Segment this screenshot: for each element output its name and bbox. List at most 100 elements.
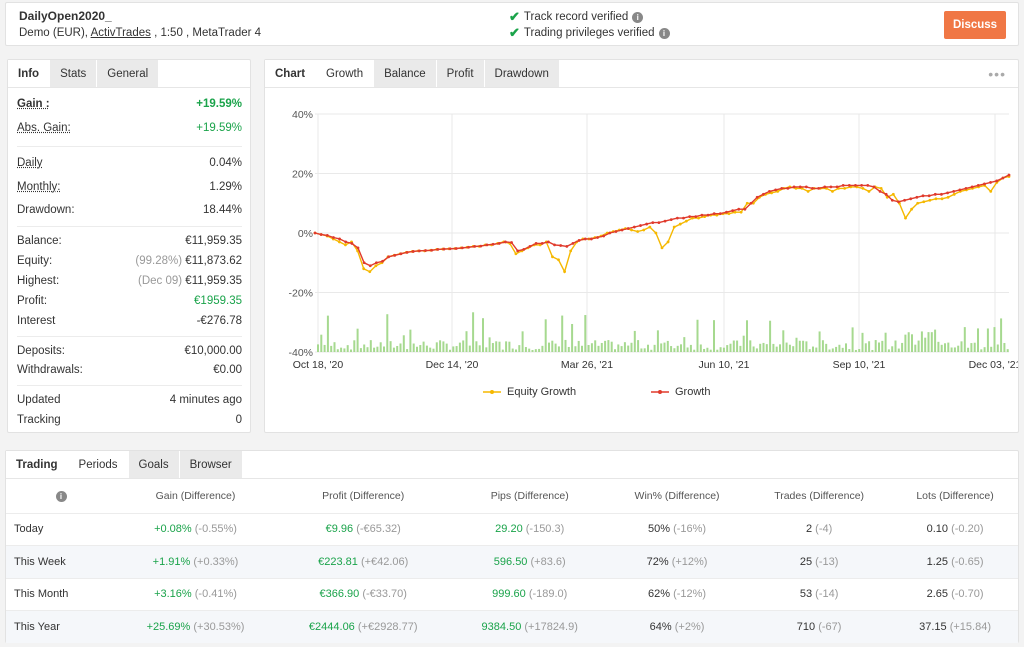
data-point (697, 216, 700, 220)
data-point (620, 228, 624, 232)
pips-diff: (-189.0) (528, 588, 568, 601)
pips-diff: (+17824.9) (524, 621, 578, 633)
volume-bar (831, 348, 834, 352)
volume-bar (402, 335, 405, 352)
broker-link[interactable]: ActivTrades (90, 27, 151, 39)
lots-diff: (-0.65) (951, 555, 984, 568)
volume-bar (1003, 342, 1006, 352)
volume-bar (369, 340, 372, 352)
volume-bar (643, 348, 646, 352)
stat-label[interactable]: Abs. Gain: (17, 122, 71, 134)
volume-bar (732, 340, 735, 352)
data-point (890, 198, 894, 202)
y-tick-label: 20% (292, 169, 313, 181)
discuss-button[interactable]: Discuss (944, 11, 1006, 39)
period-label: This Month (14, 588, 69, 601)
info-icon[interactable]: i (55, 491, 67, 503)
info-icon[interactable]: i (658, 27, 670, 39)
volume-bar (828, 349, 831, 352)
volume-bar (993, 327, 996, 352)
tab-balance[interactable]: Balance (374, 60, 437, 87)
data-point (946, 191, 949, 195)
volume-bar (785, 342, 788, 352)
data-point (904, 216, 907, 220)
table-row: Today +0.08% (-0.55%) €9.96 (-€65.32) 29.20… (6, 512, 1018, 546)
data-point (761, 192, 765, 196)
data-point (534, 242, 538, 245)
volume-bar (472, 312, 475, 352)
data-point (393, 253, 397, 257)
volume-bar (1000, 318, 1003, 352)
tab-growth[interactable]: Growth (316, 60, 375, 87)
more-options-icon[interactable]: ••• (988, 66, 1006, 82)
data-point (739, 210, 743, 214)
tab-trading[interactable]: Trading (6, 451, 69, 478)
pips-value: 9384.50 (481, 621, 522, 633)
profit-value: €2444.06 (308, 621, 355, 633)
data-point (774, 188, 778, 192)
tab-general[interactable]: General (97, 60, 160, 87)
stat-label: Deposits: (17, 345, 65, 357)
stat-drawdown: Drawdown: 18.44% (17, 204, 242, 216)
volume-bar (495, 341, 498, 352)
volume-bar (769, 320, 772, 352)
data-point (639, 224, 642, 227)
stat-balance: Balance: €11,959.35 (17, 235, 242, 247)
account-type: Demo (EUR), (19, 27, 91, 39)
pips-value: 999.60 (492, 588, 526, 601)
stat-value: -€276.78 (196, 315, 242, 327)
gain-diff: (+0.33%) (193, 555, 239, 568)
data-point (337, 240, 341, 244)
profit-value: €366.90 (319, 588, 360, 601)
tab-info[interactable]: Info (8, 60, 51, 87)
data-point (559, 244, 563, 247)
tab-chart[interactable]: Chart (265, 60, 317, 87)
volume-bar (897, 348, 900, 352)
stat-value: €11,959.35 (185, 275, 242, 287)
data-point (672, 225, 676, 229)
y-tick-label: 0% (298, 228, 313, 240)
profit-cell: €2444.06 (+€2928.77) (275, 610, 452, 643)
info-icon[interactable]: i (632, 11, 644, 23)
volume-bar (452, 346, 455, 352)
volume-bar (475, 341, 478, 352)
tab-profit[interactable]: Profit (436, 60, 485, 87)
volume-bar (584, 315, 587, 352)
tab-periods[interactable]: Periods (68, 451, 129, 478)
data-point (454, 247, 458, 250)
tab-browser[interactable]: Browser (179, 451, 243, 478)
stat-value: +19.59% (196, 122, 242, 134)
data-point (448, 247, 452, 251)
volume-bar (841, 347, 844, 352)
tab-drawdown[interactable]: Drawdown (484, 60, 560, 87)
data-point (528, 244, 532, 248)
data-point (776, 189, 780, 193)
gain-diff: (+30.53%) (193, 621, 245, 633)
profit-diff: (-€65.32) (356, 523, 401, 536)
volume-bar (930, 332, 933, 352)
trades-value: 25 (799, 555, 813, 568)
data-point (910, 207, 913, 211)
volume-bar (851, 327, 854, 352)
data-point (737, 207, 741, 211)
volume-bar (653, 344, 656, 352)
volume-bar (792, 346, 795, 352)
tab-stats[interactable]: Stats (50, 60, 98, 87)
volume-bar (320, 334, 323, 352)
data-point (798, 185, 802, 189)
stat-label[interactable]: Monthly: (17, 181, 61, 193)
period-cell: This Week (6, 545, 116, 578)
legend-growth[interactable]: Growth (651, 386, 710, 398)
volume-bar (449, 349, 451, 352)
win-diff: (+12%) (671, 555, 708, 568)
data-point (927, 194, 931, 198)
stat-label[interactable]: Daily (17, 157, 43, 169)
volume-bar (429, 347, 432, 352)
legend-equity-growth[interactable]: Equity Growth (483, 386, 576, 398)
stat-label[interactable]: Gain : (17, 98, 50, 110)
tab-goals[interactable]: Goals (128, 451, 180, 478)
volume-bar (746, 320, 748, 352)
volume-bar (620, 346, 623, 352)
volume-bar (703, 348, 706, 352)
stat-label: Interest (17, 315, 56, 327)
